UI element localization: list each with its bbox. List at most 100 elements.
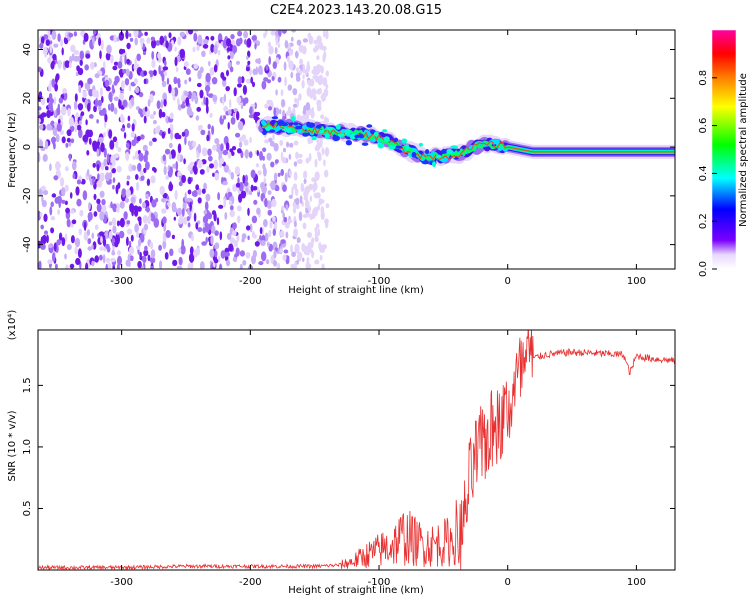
noise-speckle-dot bbox=[292, 88, 298, 96]
noise-speckle-dot bbox=[118, 31, 125, 41]
snr-x-tick-label: 100 bbox=[627, 577, 646, 588]
noise-speckle-dot bbox=[211, 77, 218, 85]
noise-speckle-dot bbox=[165, 175, 170, 180]
noise-speckle-dot bbox=[242, 260, 247, 266]
noise-speckle-dot bbox=[229, 66, 234, 73]
noise-speckle-dot bbox=[222, 180, 228, 186]
noise-speckle-dot bbox=[314, 44, 319, 52]
noise-speckle-dot bbox=[177, 97, 180, 106]
noise-speckle-dot bbox=[323, 30, 326, 38]
snr-x-tick-label: -200 bbox=[239, 577, 262, 588]
noise-speckle-dot bbox=[113, 61, 119, 66]
noise-speckle-dot bbox=[284, 76, 287, 87]
noise-speckle-dot bbox=[252, 186, 258, 191]
noise-speckle-dot bbox=[295, 204, 300, 210]
noise-speckle-dot bbox=[275, 36, 279, 46]
noise-speckle-dot bbox=[52, 127, 58, 137]
noise-speckle-dot bbox=[147, 99, 151, 107]
noise-speckle-dot bbox=[242, 84, 247, 95]
noise-speckle-dot bbox=[291, 251, 296, 258]
noise-speckle-dot bbox=[84, 64, 89, 71]
noise-speckle-dot bbox=[303, 196, 308, 201]
noise-speckle-dot bbox=[307, 137, 311, 145]
noise-speckle-dot bbox=[245, 78, 251, 84]
spectrogram-y-ticks: -40 -20 0 20 40 bbox=[22, 43, 675, 253]
noise-speckle-dot bbox=[86, 150, 90, 156]
noise-speckle-dot bbox=[74, 237, 81, 248]
spectrogram-y-tick-label: -40 bbox=[22, 236, 33, 252]
noise-speckle-dot bbox=[227, 55, 231, 60]
noise-speckle-dot bbox=[266, 152, 272, 161]
noise-speckle-dot bbox=[304, 187, 309, 196]
noise-speckle-dot bbox=[94, 224, 99, 231]
noise-speckle-dot bbox=[196, 82, 202, 88]
noise-speckle-dot bbox=[311, 106, 314, 114]
noise-speckle-dot bbox=[210, 225, 216, 234]
noise-speckle-dot bbox=[94, 98, 99, 108]
noise-speckle-dot bbox=[181, 208, 185, 217]
noise-speckle-dot bbox=[146, 206, 150, 213]
noise-speckle-dot bbox=[68, 32, 74, 38]
noise-speckle-dot bbox=[152, 69, 157, 77]
noise-speckle-dot bbox=[139, 170, 144, 176]
noise-speckle-dot bbox=[283, 61, 287, 71]
noise-speckle-dot bbox=[302, 74, 305, 80]
noise-speckle-dot bbox=[164, 252, 169, 260]
noise-speckle-dot bbox=[277, 172, 281, 177]
colorbar-tick-label: 0.0 bbox=[698, 261, 709, 277]
noise-speckle-dot bbox=[302, 222, 307, 230]
noise-speckle-dot bbox=[89, 61, 95, 70]
noise-speckle-dot bbox=[290, 244, 293, 253]
noise-speckle-dot bbox=[145, 193, 149, 200]
noise-speckle-dot bbox=[217, 49, 221, 56]
noise-speckle-dot bbox=[244, 174, 248, 183]
noise-speckle-dot bbox=[155, 40, 161, 46]
noise-speckle-dot bbox=[108, 91, 113, 102]
noise-speckle-dot bbox=[40, 185, 46, 191]
noise-speckle-dot bbox=[214, 230, 219, 236]
noise-speckle-dot bbox=[195, 184, 200, 191]
noise-speckle-dot bbox=[48, 93, 53, 101]
noise-speckle-dot bbox=[187, 164, 192, 172]
noise-speckle-dot bbox=[222, 149, 229, 156]
noise-speckle-dot bbox=[56, 123, 62, 132]
noise-speckle-dot bbox=[189, 246, 194, 256]
noise-speckle-dot bbox=[201, 241, 207, 246]
noise-speckle-dot bbox=[224, 212, 228, 220]
noise-speckle-dot bbox=[242, 98, 247, 107]
noise-speckle-dot bbox=[189, 201, 192, 212]
noise-speckle-dot bbox=[256, 207, 261, 215]
noise-speckle-dot bbox=[110, 201, 113, 209]
noise-speckle-dot bbox=[236, 60, 240, 65]
noise-speckle-dot bbox=[232, 230, 237, 237]
noise-speckle-dot bbox=[255, 66, 258, 76]
noise-speckle-dot bbox=[76, 198, 82, 207]
noise-speckle-dot bbox=[187, 222, 191, 228]
noise-speckle-dot bbox=[142, 255, 147, 263]
signal-track-blob bbox=[295, 125, 303, 130]
noise-speckle-dot bbox=[42, 153, 48, 162]
noise-speckle-dot bbox=[230, 171, 235, 180]
noise-speckle-dot bbox=[117, 255, 122, 266]
noise-speckle-dot bbox=[131, 164, 137, 171]
noise-speckle-dot bbox=[86, 169, 90, 177]
noise-speckle-dot bbox=[189, 143, 193, 151]
noise-speckle-dot bbox=[151, 39, 157, 49]
noise-speckle-dot bbox=[290, 71, 294, 79]
noise-speckle-dot bbox=[227, 191, 233, 197]
noise-speckle-dot bbox=[57, 33, 61, 42]
noise-speckle-dot bbox=[284, 221, 290, 229]
noise-speckle-dot bbox=[162, 66, 169, 71]
noise-speckle-dot bbox=[72, 161, 77, 171]
noise-speckle-dot bbox=[55, 75, 58, 84]
noise-speckle-dot bbox=[118, 98, 122, 109]
noise-speckle-dot bbox=[150, 249, 156, 259]
noise-speckle-dot bbox=[75, 112, 79, 120]
noise-speckle-dot bbox=[204, 201, 209, 211]
noise-speckle-dot bbox=[85, 119, 88, 126]
noise-speckle-dot bbox=[55, 133, 60, 143]
noise-speckle-dot bbox=[320, 199, 325, 204]
noise-speckle-dot bbox=[324, 147, 330, 157]
noise-speckle-dot bbox=[65, 142, 69, 148]
